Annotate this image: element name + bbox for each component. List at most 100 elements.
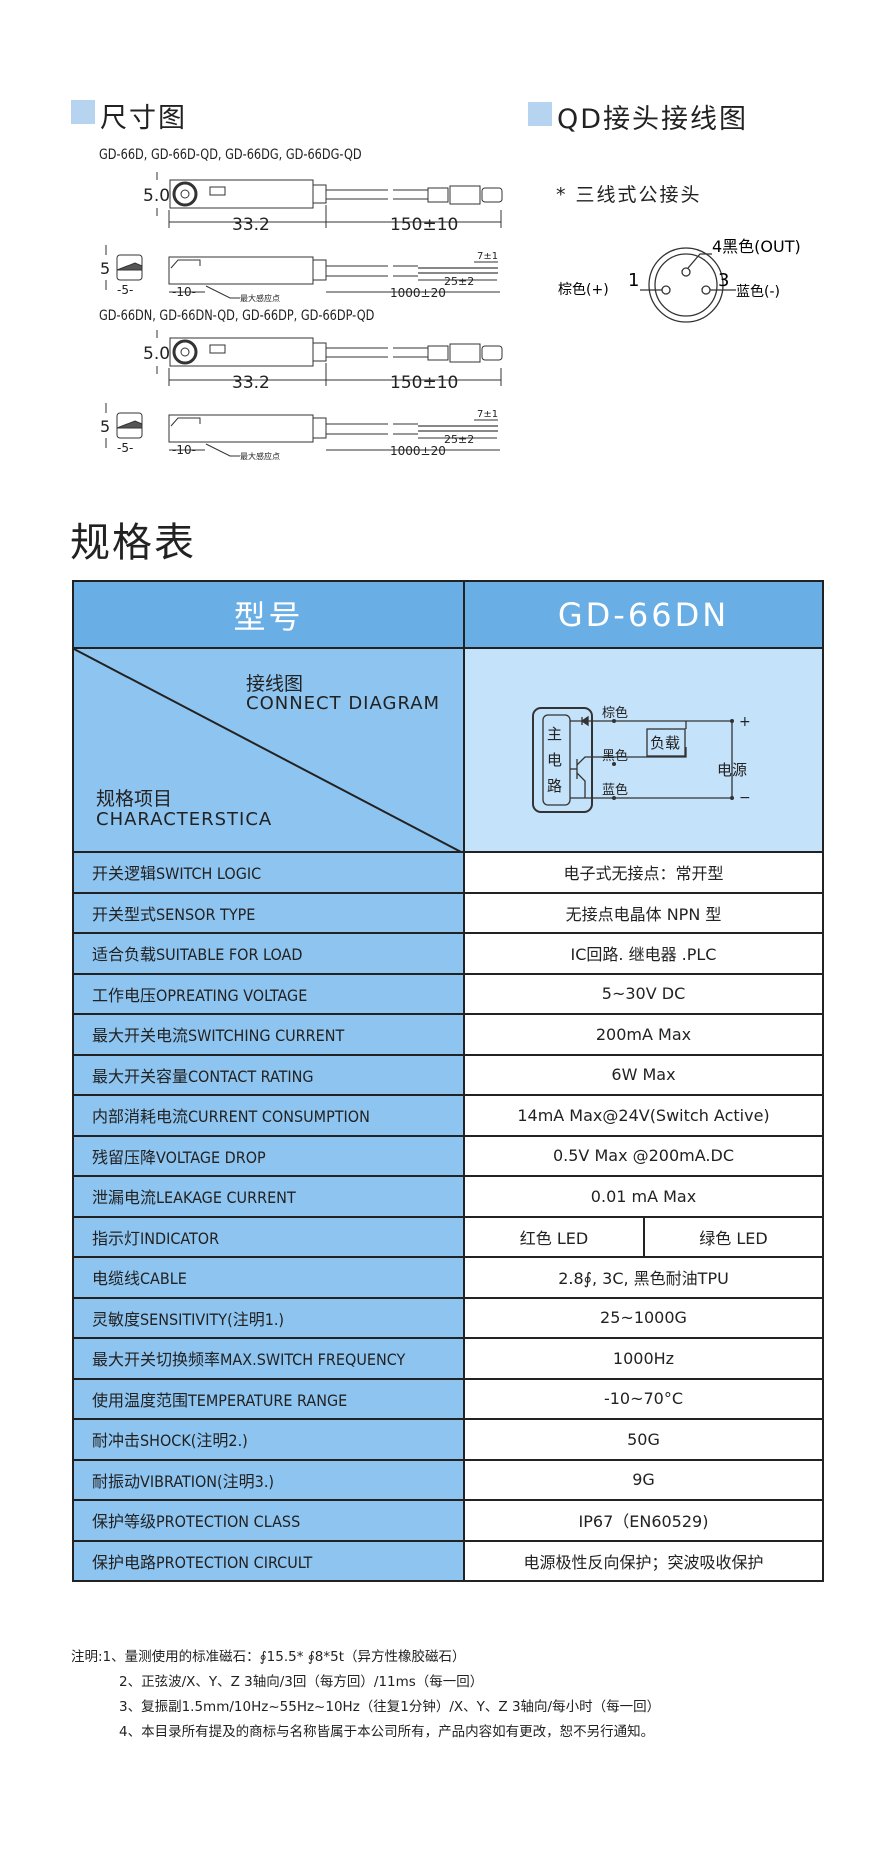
- qd-pin1: 1: [628, 270, 639, 291]
- spec-key: 保护等级PROTECTION CLASS: [72, 1499, 465, 1542]
- sense-point-2: 最大感应点: [240, 451, 280, 461]
- dimensions-title: 尺寸图: [100, 103, 187, 134]
- dim-lead-1: 25±2: [444, 275, 474, 288]
- npn-wiring-diagram: 主 电 路 棕色 黑色 蓝色 负载 电源 + −: [532, 705, 751, 813]
- spec-value: 1000Hz: [463, 1337, 824, 1380]
- spec-row: 保护电路PROTECTION CIRCULT 电源极性反向保护；突波吸收保护: [72, 1539, 824, 1582]
- dim-sense-offset-2: -10-: [172, 443, 196, 457]
- dim-width-1: -5-: [117, 283, 133, 297]
- dim-height-1: 5.0: [143, 186, 170, 206]
- spec-value: 6W Max: [463, 1053, 824, 1096]
- spec-key: 开关逻辑SWITCH LOGIC: [72, 851, 465, 894]
- spec-row: 残留压降VOLTAGE DROP 0.5V Max @200mA.DC: [72, 1134, 824, 1177]
- spec-value: 红色 LED: [463, 1215, 645, 1258]
- dim-cable-1: 1000±20: [390, 286, 446, 300]
- main-circuit-label: 主: [547, 725, 562, 743]
- dim-height-2: 5.0: [143, 344, 170, 364]
- note-line: 3、复振副1.5mm/10Hz~55Hz~10Hz（往复1分钟）/X、Y、Z 3…: [119, 1699, 661, 1715]
- qd-subtitle: * 三线式公接头: [556, 184, 702, 206]
- spec-row: 耐振动VIBRATION(注明3.) 9G: [72, 1458, 824, 1501]
- diagram-row: 接线图 CONNECT DIAGRAM 规格项目 CHARACTERSTICA: [72, 647, 824, 853]
- note-line: 4、本目录所有提及的商标与名称皆属于本公司所有，产品内容如有更改，恕不另行通知。: [119, 1724, 655, 1740]
- wire-black-label: 黑色: [602, 748, 628, 764]
- spec-row: 工作电压OPREATING VOLTAGE 5~30V DC: [72, 972, 824, 1015]
- spec-value: 25~1000G: [463, 1296, 824, 1339]
- diagonal-header-cell: 接线图 CONNECT DIAGRAM 规格项目 CHARACTERSTICA: [72, 647, 465, 853]
- spec-value: 无接点电晶体 NPN 型: [463, 891, 824, 934]
- spec-value: 200mA Max: [463, 1013, 824, 1056]
- spec-value: IC回路. 继电器 .PLC: [463, 932, 824, 975]
- diagonal-line: [74, 649, 463, 853]
- qd-connector-diagram: 4黑色(OUT) 棕色(+) 1 3 蓝色(-): [558, 237, 801, 323]
- spec-key: 适合负载SUITABLE FOR LOAD: [72, 932, 465, 975]
- spec-value: -10~70°C: [463, 1377, 824, 1420]
- qd-pin1-label: 棕色(+): [558, 281, 609, 298]
- main-circuit-label: 电: [547, 751, 562, 769]
- spec-key: 电缆线CABLE: [72, 1256, 465, 1299]
- spec-row: 保护等级PROTECTION CLASS IP67（EN60529): [72, 1499, 824, 1542]
- spec-key: 内部消耗电流CURRENT CONSUMPTION: [72, 1094, 465, 1137]
- spec-value: 9G: [463, 1458, 824, 1501]
- spec-row: 开关型式SENSOR TYPE 无接点电晶体 NPN 型: [72, 891, 824, 934]
- spec-key: 残留压降VOLTAGE DROP: [72, 1134, 465, 1177]
- spec-key: 开关型式SENSOR TYPE: [72, 891, 465, 934]
- spec-value: 电子式无接点：常开型: [463, 851, 824, 894]
- spec-row: 灵敏度SENSITIVITY(注明1.) 25~1000G: [72, 1296, 824, 1339]
- spec-row: 使用温度范围TEMPERATURE RANGE -10~70°C: [72, 1377, 824, 1420]
- dim-length-1: 33.2: [232, 215, 270, 235]
- table-header: 型号 GD-66DN: [72, 580, 824, 649]
- spec-row: 最大开关切换频率MAX.SWITCH FREQUENCY 1000Hz: [72, 1337, 824, 1380]
- diag-en: CONNECT DIAGRAM: [246, 693, 441, 714]
- dim-cable-2: 1000±20: [390, 444, 446, 458]
- header-model: GD-66DN: [463, 580, 824, 649]
- spec-value: 50G: [463, 1418, 824, 1461]
- main-circuit-label: 路: [547, 777, 562, 795]
- spec-value: 2.8∮, 3C, 黑色耐油TPU: [463, 1256, 824, 1299]
- dim-side-2: 5: [100, 417, 110, 436]
- note-line: 2、正弦波/X、Y、Z 3轴向/3回（每方回）/11ms（每一回）: [119, 1674, 484, 1690]
- spec-key: 工作电压OPREATING VOLTAGE: [72, 972, 465, 1015]
- wire-blue-label: 蓝色: [602, 782, 628, 798]
- minus-label: −: [739, 790, 751, 806]
- dim-sense-offset-1: -10-: [172, 285, 196, 299]
- section-marker: [528, 102, 552, 126]
- plus-label: +: [739, 714, 751, 730]
- spec-value: IP67（EN60529): [463, 1499, 824, 1542]
- spec-value-2: 绿色 LED: [643, 1215, 824, 1258]
- spec-title: 规格表: [70, 520, 196, 566]
- dim-width-2: -5-: [117, 441, 133, 455]
- spec-row: 最大开关容量CONTACT RATING 6W Max: [72, 1053, 824, 1096]
- note-line: 注明:1、量测使用的标准磁石：∮15.5* ∮8*5t（异方性橡胶磁石）: [71, 1649, 466, 1665]
- spec-row: 最大开关电流SWITCHING CURRENT 200mA Max: [72, 1013, 824, 1056]
- spec-row: 内部消耗电流CURRENT CONSUMPTION 14mA Max@24V(Sw…: [72, 1094, 824, 1137]
- spec-value: 14mA Max@24V(Switch Active): [463, 1094, 824, 1137]
- dim-length-2: 33.2: [232, 373, 270, 393]
- spec-key: 耐冲击SHOCK(注明2.): [72, 1418, 465, 1461]
- group2-models: GD-66DN, GD-66DN-QD, GD-66DP, GD-66DP-QD: [99, 308, 375, 324]
- char-en: CHARACTERSTICA: [96, 809, 273, 830]
- wire-brown-label: 棕色: [602, 705, 628, 721]
- spec-value: 0.5V Max @200mA.DC: [463, 1134, 824, 1177]
- spec-value: 电源极性反向保护；突波吸收保护: [463, 1539, 824, 1582]
- spec-key: 灵敏度SENSITIVITY(注明1.): [72, 1296, 465, 1339]
- dim-lead-2: 25±2: [444, 433, 474, 446]
- header-key: 型号: [72, 580, 465, 649]
- spec-row: 指示灯INDICATOR 红色 LED 绿色 LED: [72, 1215, 824, 1258]
- spec-key: 使用温度范围TEMPERATURE RANGE: [72, 1377, 465, 1420]
- qd-pin3-label: 蓝色(-): [736, 283, 780, 300]
- spec-key: 保护电路PROTECTION CIRCULT: [72, 1539, 465, 1582]
- spec-row: 耐冲击SHOCK(注明2.) 50G: [72, 1418, 824, 1461]
- dimension-drawings: 5.0 33.2 150±10 5.0 33.2 150±10 5 -5- -1…: [100, 170, 504, 461]
- load-label: 负载: [650, 734, 680, 752]
- char-cn: 规格项目: [96, 788, 173, 810]
- spec-key: 指示灯INDICATOR: [72, 1215, 465, 1258]
- spec-value: 5~30V DC: [463, 972, 824, 1015]
- spec-row: 电缆线CABLE 2.8∮, 3C, 黑色耐油TPU: [72, 1256, 824, 1299]
- diag-cn: 接线图: [246, 673, 304, 695]
- dim-strip-1: 7±1: [477, 251, 498, 262]
- qd-pin4: 4黑色(OUT): [712, 237, 801, 256]
- spec-value: 0.01 mA Max: [463, 1175, 824, 1218]
- sense-point-1: 最大感应点: [240, 293, 280, 303]
- qd-pin3: 3: [718, 270, 729, 291]
- spec-key: 耐振动VIBRATION(注明3.): [72, 1458, 465, 1501]
